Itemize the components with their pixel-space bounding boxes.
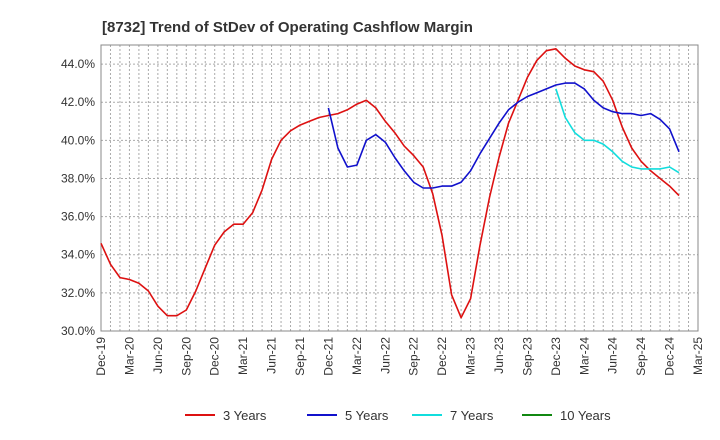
y-tick-label: 34.0% bbox=[61, 248, 95, 262]
x-tick-label: Jun-20 bbox=[151, 337, 165, 374]
y-tick-label: 38.0% bbox=[61, 171, 95, 185]
x-tick-label: Dec-19 bbox=[94, 337, 108, 376]
x-tick-label: Sep-22 bbox=[407, 337, 421, 376]
legend-item: 3 Years bbox=[185, 408, 267, 423]
x-tick-label: Mar-20 bbox=[122, 337, 136, 375]
y-tick-label: 36.0% bbox=[61, 210, 95, 224]
chart-title: [8732] Trend of StDev of Operating Cashf… bbox=[102, 19, 473, 36]
x-tick-label: Dec-24 bbox=[663, 337, 677, 376]
x-tick-label: Dec-22 bbox=[435, 337, 449, 376]
x-tick-label: Mar-24 bbox=[577, 337, 591, 375]
x-tick-label: Sep-21 bbox=[293, 337, 307, 376]
x-tick-label: Dec-23 bbox=[549, 337, 563, 376]
legend-item: 10 Years bbox=[522, 408, 611, 423]
y-tick-label: 42.0% bbox=[61, 95, 95, 109]
y-tick-label: 44.0% bbox=[61, 57, 95, 71]
x-tick-label: Sep-24 bbox=[634, 337, 648, 376]
series-line-5-years bbox=[327, 82, 680, 189]
x-axis: Dec-19 Mar-20 Jun-20 Sep-20 Dec-20 Mar-21 Jun-… bbox=[94, 337, 705, 376]
series-line-3-years bbox=[100, 47, 680, 319]
x-tick-label: Jun-21 bbox=[265, 337, 279, 374]
plot-area bbox=[100, 44, 699, 332]
y-axis: 30.0% 32.0% 34.0% 36.0% 38.0% 40.0% 42.0% 44.0% bbox=[61, 57, 95, 338]
x-tick-label: Jun-22 bbox=[378, 337, 392, 374]
x-tick-label: Jun-23 bbox=[492, 337, 506, 374]
x-tick-label: Jun-24 bbox=[606, 337, 620, 374]
legend-item: 7 Years bbox=[412, 408, 494, 423]
legend-label: 7 Years bbox=[450, 408, 494, 423]
y-tick-label: 40.0% bbox=[61, 133, 95, 147]
series-line-7-years bbox=[555, 88, 680, 174]
legend-label: 3 Years bbox=[223, 408, 267, 423]
x-tick-label: Mar-22 bbox=[350, 337, 364, 375]
x-tick-label: Dec-21 bbox=[321, 337, 335, 376]
x-tick-label: Mar-21 bbox=[236, 337, 250, 375]
series-group bbox=[100, 47, 680, 319]
legend-label: 10 Years bbox=[560, 408, 611, 423]
legend: 3 Years 5 Years 7 Years 10 Years bbox=[185, 408, 611, 423]
x-tick-label: Sep-23 bbox=[520, 337, 534, 376]
x-tick-label: Mar-23 bbox=[464, 337, 478, 375]
x-tick-label: Mar-25 bbox=[691, 337, 705, 375]
y-tick-label: 30.0% bbox=[61, 324, 95, 338]
x-tick-label: Sep-20 bbox=[179, 337, 193, 376]
grid bbox=[100, 45, 699, 332]
legend-item: 5 Years bbox=[307, 408, 389, 423]
y-tick-label: 32.0% bbox=[61, 286, 95, 300]
x-tick-label: Dec-20 bbox=[208, 337, 222, 376]
legend-label: 5 Years bbox=[345, 408, 389, 423]
